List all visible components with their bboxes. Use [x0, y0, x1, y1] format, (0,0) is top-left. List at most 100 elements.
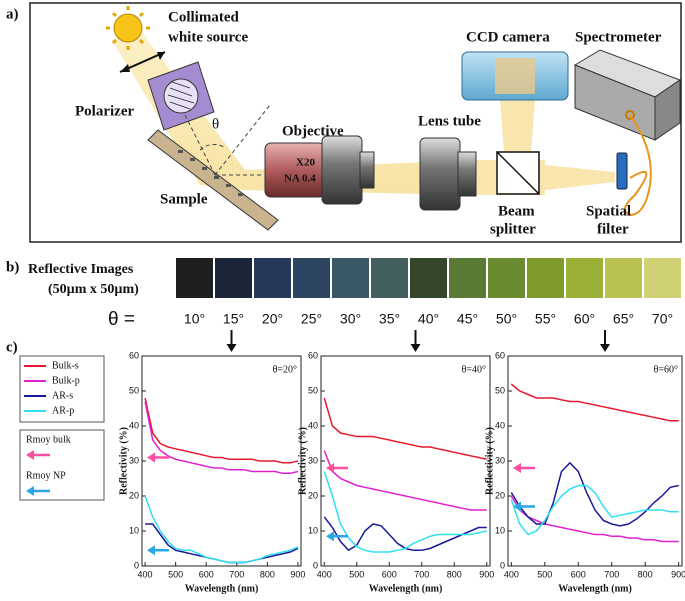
legend-arrow-head	[26, 486, 34, 496]
y-axis-label: Reflectivity (%)	[484, 427, 495, 495]
diagram-label: Spatial	[586, 203, 631, 219]
y-tick-label: 20	[129, 490, 139, 500]
x-axis-label: Wavelength (nm)	[369, 583, 443, 594]
panel-label: c)	[6, 339, 18, 355]
diagram-label: Polarizer	[75, 103, 134, 119]
panel-label: b)	[6, 259, 19, 275]
series-line	[323, 397, 487, 461]
y-tick-label: 10	[495, 525, 505, 535]
y-tick-label: 20	[308, 490, 318, 500]
y-tick-label: 50	[129, 385, 139, 395]
y-tick-label: 20	[495, 490, 505, 500]
angle-label: 10°	[184, 311, 205, 327]
reflective-image	[410, 258, 447, 298]
panel-frame	[29, 2, 682, 243]
y-tick-label: 10	[129, 525, 139, 535]
x-tick-label: 500	[537, 569, 552, 579]
series-line	[144, 401, 299, 475]
reflective-image	[371, 258, 408, 298]
diagram-label: Spectrometer	[575, 29, 662, 45]
y-axis-label: Reflectivity (%)	[118, 427, 129, 495]
diagram-label: splitter	[490, 221, 536, 237]
rmoy-arrow-head	[326, 531, 334, 542]
y-tick-label: 30	[129, 455, 139, 465]
reflective-image	[215, 258, 252, 298]
y-tick-label: 0	[313, 560, 318, 570]
x-tick-label: 700	[604, 569, 619, 579]
x-tick-label: 600	[382, 569, 397, 579]
x-tick-label: 700	[229, 569, 244, 579]
reflective-image	[566, 258, 603, 298]
x-tick-label: 800	[447, 569, 462, 579]
x-axis-label: Wavelength (nm)	[558, 583, 632, 594]
reflective-image	[644, 258, 681, 298]
pointer-arrow-head	[226, 344, 237, 352]
y-tick-label: 30	[308, 455, 318, 465]
diagram-label: NA 0.4	[284, 173, 316, 185]
x-axis-label: Wavelength (nm)	[185, 583, 259, 594]
legend-label: Bulk-s	[52, 360, 79, 371]
x-tick-label: 400	[138, 569, 153, 579]
diagram-label: filter	[597, 221, 629, 237]
angle-label: 50°	[496, 311, 517, 327]
annotation: θ=20°	[273, 364, 297, 375]
reflective-image	[332, 258, 369, 298]
rmoy-arrow	[147, 452, 169, 463]
rmoy-arrow-head	[513, 463, 521, 473]
diagram-label: Sample	[160, 191, 208, 207]
diagram-label: Objective	[282, 123, 344, 139]
annotation: θ=60°	[654, 364, 678, 375]
series-line	[510, 495, 679, 543]
angle-label: 65°	[613, 311, 634, 327]
y-tick-label: 30	[495, 455, 505, 465]
series-line	[510, 484, 679, 536]
y-axis-label: Reflectivity (%)	[297, 427, 308, 495]
optics-diagram	[106, 6, 682, 231]
y-tick-label: 0	[500, 560, 505, 570]
series-line	[144, 495, 299, 564]
diagram-label: white source	[168, 29, 248, 45]
y-tick-label: 60	[129, 350, 139, 360]
angle-label: 20°	[262, 311, 283, 327]
diagram-label: Collimated	[168, 9, 239, 25]
x-tick-label: 500	[349, 569, 364, 579]
series-line	[144, 397, 299, 464]
reflective-image	[449, 258, 486, 298]
rmoy-arrow-head	[147, 452, 155, 463]
series-line	[145, 523, 299, 564]
legend-label: Rmoy bulk	[26, 434, 71, 445]
x-tick-label: 800	[260, 569, 275, 579]
diagram-label: Lens tube	[418, 113, 481, 129]
images-title: (50µm x 50µm)	[48, 282, 139, 297]
x-tick-label: 900	[671, 569, 685, 579]
series-line	[510, 461, 679, 527]
x-tick-label: 500	[168, 569, 183, 579]
angle-label: 30°	[340, 311, 361, 327]
pointer-arrow-head	[410, 344, 421, 352]
x-tick-label: 700	[414, 569, 429, 579]
x-tick-label: 400	[317, 569, 332, 579]
theta-label: θ =	[108, 309, 135, 330]
pointer-arrow-head	[600, 344, 610, 352]
x-tick-label: 900	[290, 569, 305, 579]
legend-label: AR-s	[52, 390, 73, 401]
series-line	[323, 450, 487, 511]
angle-label: 15°	[223, 311, 244, 327]
legend-label: Rmoy NP	[26, 470, 66, 481]
x-tick-label: 800	[638, 569, 653, 579]
panel-label: a)	[6, 6, 19, 22]
series-line	[323, 471, 487, 553]
rmoy-arrow	[326, 463, 348, 473]
y-tick-label: 50	[495, 385, 505, 395]
y-tick-label: 40	[495, 420, 505, 430]
x-tick-label: 600	[571, 569, 586, 579]
reflective-image	[488, 258, 525, 298]
y-tick-label: 60	[495, 350, 505, 360]
angle-label: 70°	[652, 311, 673, 327]
angle-label: 40°	[418, 311, 439, 327]
reflective-image	[254, 258, 291, 298]
diagram-label: θ	[212, 116, 219, 132]
reflective-image	[605, 258, 642, 298]
rmoy-arrow	[326, 531, 348, 542]
